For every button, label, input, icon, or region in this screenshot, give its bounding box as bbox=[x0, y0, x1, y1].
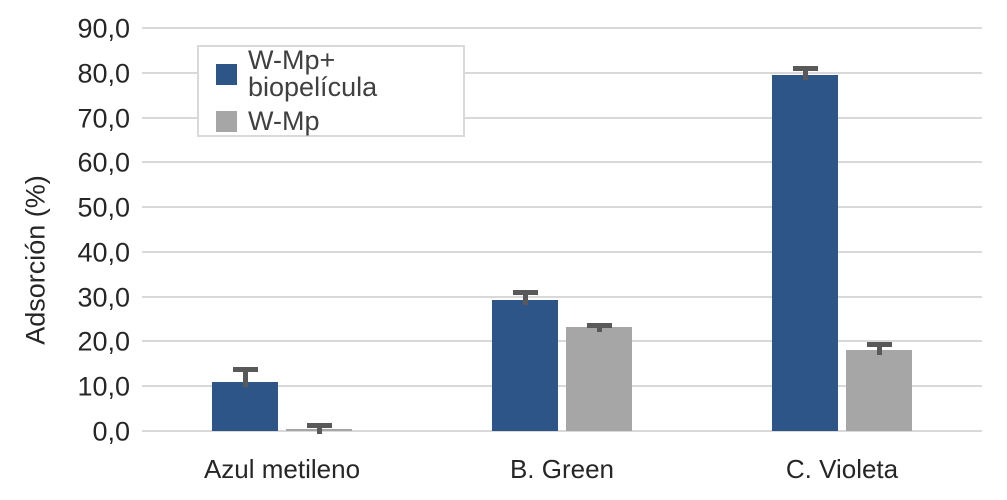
error-bar-cap bbox=[586, 323, 612, 329]
y-tick-label: 0,0 bbox=[92, 416, 130, 447]
gridline bbox=[142, 340, 982, 343]
error-bar-cap bbox=[512, 289, 538, 295]
bar-series1-cat1 bbox=[212, 381, 278, 431]
x-axis-labels: Azul metileno B. Green C. Violeta bbox=[142, 454, 982, 494]
error-bar-stem bbox=[316, 428, 322, 434]
error-bar-cap bbox=[792, 65, 818, 71]
legend-label-series1: W-Mp+ biopelícula bbox=[248, 45, 378, 102]
y-tick-label: 40,0 bbox=[77, 237, 130, 268]
error-bar-cap bbox=[866, 341, 892, 347]
error-bar-stem bbox=[596, 328, 602, 333]
error-bar-stem bbox=[802, 70, 808, 80]
y-tick-label: 60,0 bbox=[77, 148, 130, 179]
legend-swatch-icon-series1 bbox=[216, 63, 237, 85]
x-axis-category-label: Azul metileno bbox=[203, 454, 361, 484]
x-axis-category-label: C. Violeta bbox=[785, 454, 899, 484]
y-tick-label: 70,0 bbox=[77, 103, 130, 134]
x-axis-category-label: B. Green bbox=[509, 454, 615, 484]
gridline bbox=[142, 116, 982, 119]
y-axis-tick-labels: 0,0 10,0 20,0 30,0 40,0 50,0 60,0 70,0 80,0 90,0 bbox=[0, 14, 130, 447]
error-bar-stem bbox=[876, 346, 882, 355]
bar-series1-cat3 bbox=[772, 74, 838, 431]
gridline bbox=[142, 385, 982, 388]
y-tick-label: 50,0 bbox=[77, 192, 130, 223]
error-bar-cap bbox=[232, 366, 258, 372]
gridline bbox=[142, 161, 982, 164]
y-tick-label: 90,0 bbox=[77, 13, 130, 44]
plot-area bbox=[142, 27, 982, 434]
bar-series2-cat3 bbox=[846, 349, 912, 431]
legend-swatch-icon-series2 bbox=[216, 111, 237, 132]
gridline bbox=[142, 295, 982, 298]
y-tick-label: 30,0 bbox=[77, 282, 130, 313]
bar-series2-cat2 bbox=[566, 327, 632, 431]
y-tick-label: 80,0 bbox=[77, 58, 130, 89]
gridline bbox=[142, 71, 982, 74]
bar-series1-cat2 bbox=[492, 300, 558, 431]
y-tick-label: 10,0 bbox=[77, 371, 130, 402]
error-bar-cap bbox=[306, 423, 332, 429]
gridline bbox=[142, 430, 982, 432]
gridline bbox=[142, 206, 982, 209]
legend: W-Mp+ biopelícula W-Mp bbox=[197, 45, 465, 137]
gridline bbox=[142, 27, 982, 29]
gridline bbox=[142, 250, 982, 253]
legend-item-series1: W-Mp+ biopelícula bbox=[216, 47, 463, 101]
y-tick-label: 20,0 bbox=[77, 327, 130, 358]
legend-item-series2: W-Mp bbox=[216, 108, 463, 135]
error-bar-stem bbox=[522, 294, 528, 306]
error-bar-stem bbox=[242, 371, 248, 387]
legend-label-series2: W-Mp bbox=[248, 106, 320, 136]
